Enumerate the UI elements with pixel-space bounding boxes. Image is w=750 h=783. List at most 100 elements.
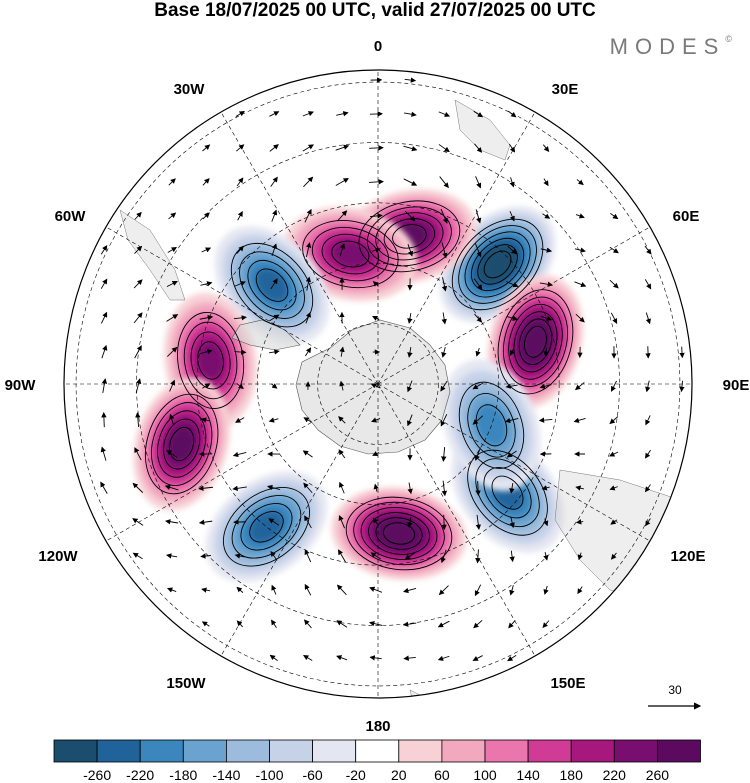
wind-vectors <box>100 77 685 662</box>
wind-vector <box>304 515 312 529</box>
wind-vector <box>645 380 651 393</box>
anomaly-contour <box>302 220 399 289</box>
wind-vector <box>509 143 516 153</box>
wind-vector <box>134 447 142 461</box>
wind-vector <box>644 245 652 255</box>
anomaly-contour <box>321 233 380 275</box>
wind-vector <box>269 349 280 355</box>
wind-vector <box>302 144 314 152</box>
wind-vector <box>474 143 483 153</box>
longitude-labels: 0 30E 60E 90E 120E 150E 180 150W 120W 90… <box>5 38 750 735</box>
wind-vector <box>338 481 345 494</box>
wind-vector <box>166 314 179 322</box>
colorbar-tick-label: 100 <box>473 767 497 783</box>
colorbar-tick-label: 260 <box>646 767 670 783</box>
meridian-line <box>377 220 661 385</box>
colorbar-tick-label: -260 <box>83 767 111 783</box>
wind-vector <box>270 176 278 187</box>
south-america <box>119 209 186 301</box>
wind-vector <box>169 379 176 392</box>
wind-vector <box>369 145 384 151</box>
wind-vector <box>236 245 244 254</box>
wind-vector <box>271 243 278 256</box>
wind-vector <box>135 412 141 428</box>
meridian-line <box>377 383 542 667</box>
wind-vector <box>539 383 552 389</box>
wind-vector <box>474 584 482 597</box>
anomaly-contour <box>157 410 207 478</box>
anomaly-level <box>484 251 511 278</box>
anomaly-contour <box>451 218 544 311</box>
anomaly-contour <box>477 244 518 285</box>
brand-name: MODES <box>609 34 726 59</box>
wind-vector <box>609 246 619 254</box>
wind-vector <box>609 279 619 289</box>
wind-vector <box>506 315 519 321</box>
wind-vector <box>164 484 179 491</box>
wind-vector <box>269 654 278 662</box>
wind-vector <box>507 110 517 118</box>
wind-vector <box>165 519 179 525</box>
wind-vector <box>101 344 108 359</box>
anomaly-contour <box>475 458 540 528</box>
wind-vector <box>166 280 178 288</box>
anomaly-contour <box>353 501 445 566</box>
anomaly-contour <box>345 496 453 571</box>
anomaly-level <box>249 511 284 543</box>
wind-vector <box>474 243 482 258</box>
wind-vector <box>441 242 448 259</box>
wind-vector <box>372 451 380 456</box>
wind-vector <box>407 346 413 358</box>
anomaly-level <box>256 268 288 302</box>
wind-vector <box>168 178 176 186</box>
colorbar-swatch <box>312 739 357 763</box>
wind-vector <box>472 655 483 661</box>
wind-vector <box>609 485 618 491</box>
anomaly-contour <box>375 212 444 261</box>
anomaly-contour <box>470 237 525 292</box>
anomaly-contours <box>145 200 574 571</box>
wind-vector <box>198 519 213 525</box>
wind-vector <box>338 514 346 529</box>
wind-vector <box>232 485 247 492</box>
wind-vector <box>166 449 178 458</box>
wind-vector <box>402 621 417 627</box>
anomaly-contour <box>222 486 310 567</box>
wind-vector <box>610 312 618 325</box>
anomaly-contour <box>392 224 427 249</box>
wind-vector <box>644 279 652 290</box>
wind-vector <box>475 549 481 564</box>
anomaly-level <box>169 427 194 461</box>
wind-vector <box>575 213 585 219</box>
wind-vector <box>200 281 213 287</box>
anomaly-contour <box>163 418 201 470</box>
wind-vector <box>474 313 483 323</box>
wind-vector <box>509 348 515 356</box>
wind-vector <box>237 210 243 221</box>
wind-vector <box>407 244 414 257</box>
anomaly-contour <box>358 200 461 273</box>
colorbar-swatch <box>182 739 227 763</box>
brand-mark: © <box>725 34 732 44</box>
wind-vector <box>540 247 553 253</box>
meridian-line <box>214 383 379 667</box>
colorbar-swatch <box>570 739 615 763</box>
anomaly-contour <box>366 206 452 267</box>
wind-vector <box>169 413 175 426</box>
anomaly-contour <box>467 393 516 458</box>
wind-vector <box>575 382 585 391</box>
wind-vector <box>406 380 413 393</box>
wind-vector <box>132 552 143 560</box>
anomaly-contour <box>518 318 553 366</box>
wind-vector <box>268 417 279 423</box>
wind-vector <box>475 209 482 224</box>
wind-vector <box>336 655 348 661</box>
wind-vector <box>438 111 451 117</box>
wind-vector <box>200 417 211 423</box>
wind-vector <box>440 413 448 427</box>
wind-vector <box>305 276 312 291</box>
wind-vector <box>202 144 211 152</box>
colorbar-swatch <box>269 739 313 763</box>
wind-vector <box>577 586 583 595</box>
